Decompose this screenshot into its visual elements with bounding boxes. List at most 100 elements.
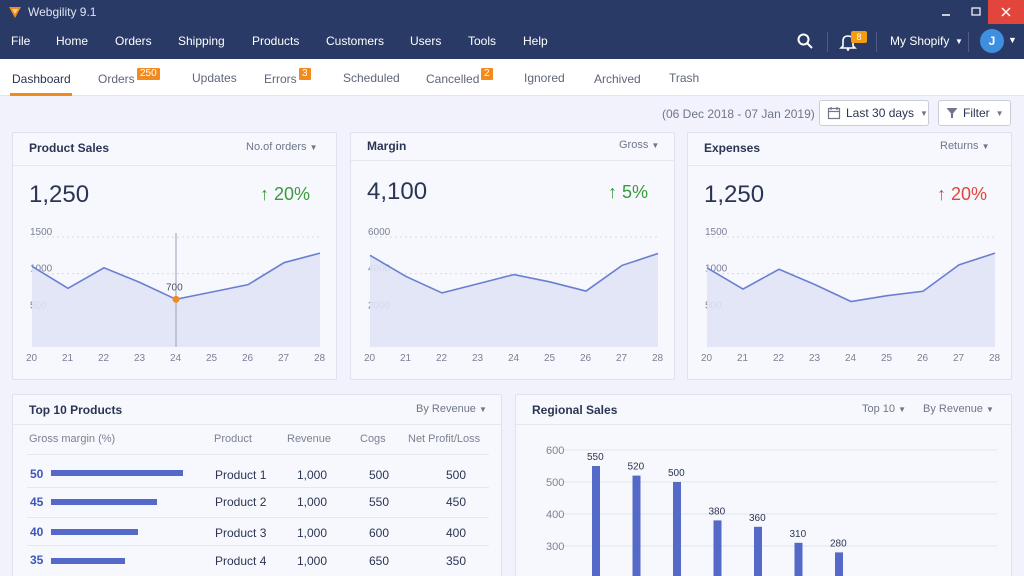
kpi-delta: ↑ 20%	[937, 184, 987, 205]
card-divider	[13, 165, 336, 166]
kpi-delta: ↑ 20%	[260, 184, 310, 205]
tab-orders[interactable]: Orders	[98, 72, 135, 86]
x-tick-label: 22	[773, 353, 785, 364]
expenses-line-chart: 50010001500202122232425262728	[701, 227, 1001, 364]
menu-users[interactable]: Users	[410, 34, 442, 48]
dropdown-label: Top 10	[862, 403, 896, 415]
series-line	[369, 252, 659, 294]
card-title: Top 10 Products	[29, 403, 123, 417]
cancelled-count-badge: 2	[481, 68, 493, 80]
top-products-card	[12, 394, 502, 576]
bar-data-label: 520	[628, 462, 645, 473]
gross-dropdown[interactable]: Gross ▼	[619, 139, 659, 151]
series-area	[370, 253, 658, 347]
gross-margin-bar	[51, 558, 125, 564]
x-tick-label: 20	[364, 353, 376, 364]
by-revenue-dropdown[interactable]: By Revenue ▼	[416, 403, 487, 415]
chevron-down-icon: ▼	[898, 405, 907, 414]
dropdown-label: No.of orders	[246, 141, 307, 153]
avatar[interactable]: J	[980, 29, 1004, 53]
highlight-point	[172, 295, 180, 303]
revenue-value: 1,000	[297, 554, 328, 568]
chevron-down-icon: ▼	[981, 142, 990, 151]
cogs-value: 550	[369, 495, 390, 509]
x-tick-label: 26	[580, 353, 592, 364]
tab-dashboard[interactable]: Dashboard	[12, 72, 71, 86]
tab-archived[interactable]: Archived	[594, 72, 641, 86]
kpi-value: 1,250	[704, 181, 765, 208]
row-divider	[27, 545, 489, 546]
returns-dropdown[interactable]: Returns ▼	[940, 140, 990, 152]
date-period-dropdown[interactable]: Last 30 days ▼	[819, 100, 929, 126]
top-10-dropdown[interactable]: Top 10 ▼	[862, 403, 906, 415]
by-revenue-dropdown[interactable]: By Revenue ▼	[923, 403, 994, 415]
x-tick-label: 25	[544, 353, 556, 364]
store-selector[interactable]: My Shopify	[890, 34, 950, 48]
menu-shipping[interactable]: Shipping	[178, 34, 225, 48]
x-tick-label: 21	[400, 353, 412, 364]
x-tick-label: 26	[242, 353, 254, 364]
no-of-orders-dropdown[interactable]: No.of orders ▼	[246, 141, 318, 153]
y-tick-label: 1500	[30, 227, 53, 238]
menu-tools[interactable]: Tools	[468, 34, 497, 48]
x-tick-label: 25	[881, 353, 893, 364]
x-tick-label: 27	[953, 353, 965, 364]
kpi-delta-value: 20%	[274, 184, 311, 204]
chevron-down-icon: ▼	[309, 143, 318, 152]
gross-margin-value: 35	[30, 553, 44, 567]
column-header: Gross margin (%)	[29, 433, 116, 445]
arrow-up-icon: ↑	[937, 184, 946, 204]
bar	[754, 526, 762, 576]
card-divider	[351, 160, 674, 161]
menu-products[interactable]: Products	[252, 34, 300, 48]
bar-data-label: 550	[587, 452, 604, 463]
chevron-down-icon: ▼	[479, 405, 487, 414]
filter-button[interactable]: Filter ▼	[938, 100, 1011, 126]
x-tick-label: 26	[917, 353, 929, 364]
maximize-button[interactable]	[960, 0, 992, 24]
menu-help[interactable]: Help	[523, 34, 548, 48]
tab-scheduled[interactable]: Scheduled	[343, 71, 400, 85]
cogs-value: 600	[369, 526, 390, 540]
tab-ignored[interactable]: Ignored	[524, 71, 565, 85]
menu-orders[interactable]: Orders	[115, 34, 152, 48]
menu-customers[interactable]: Customers	[326, 34, 385, 48]
gross-margin-value: 40	[30, 525, 44, 539]
menu-file[interactable]: File	[11, 34, 31, 48]
cogs-value: 650	[369, 554, 390, 568]
menu-separator	[876, 32, 877, 52]
gross-margin-value: 45	[30, 495, 44, 509]
y-tick-label: 1500	[705, 227, 728, 238]
highlight-label: 700	[166, 282, 183, 293]
series-line	[706, 252, 996, 303]
revenue-value: 1,000	[297, 495, 328, 509]
x-tick-label: 21	[62, 353, 74, 364]
tab-errors[interactable]: Errors	[264, 72, 297, 86]
maximize-icon	[971, 7, 981, 16]
x-tick-label: 20	[701, 353, 713, 364]
tab-trash[interactable]: Trash	[669, 71, 700, 85]
gross-margin-bar	[51, 529, 138, 535]
net-profit-value: 400	[446, 526, 467, 540]
dropdown-label: By Revenue	[923, 403, 983, 415]
y-tick-label: 300	[546, 541, 564, 553]
close-window-button[interactable]	[988, 0, 1024, 24]
date-range-label: (06 Dec 2018 - 07 Jan 2019)	[662, 107, 815, 121]
kpi-delta-value: 5%	[622, 182, 649, 202]
tab-bar	[0, 59, 1024, 96]
menu-home[interactable]: Home	[56, 34, 89, 48]
chevron-down-icon: ▼	[955, 37, 963, 46]
bar-data-label: 360	[749, 513, 766, 524]
y-tick-label: 400	[546, 509, 564, 521]
chevron-down-icon[interactable]: ▼	[1008, 35, 1017, 45]
close-icon	[1001, 7, 1011, 17]
product-name: Product 1	[215, 468, 267, 482]
net-profit-value: 450	[446, 495, 467, 509]
regional-sales-bar-chart: 300 400 500 600 550 520 500 380 360 310 280	[546, 445, 997, 576]
minimize-button[interactable]	[930, 0, 962, 24]
search-icon[interactable]	[796, 32, 814, 50]
bar	[592, 466, 600, 576]
kpi-value: 4,100	[367, 178, 428, 205]
tab-updates[interactable]: Updates	[192, 71, 237, 85]
tab-cancelled[interactable]: Cancelled	[426, 72, 480, 86]
